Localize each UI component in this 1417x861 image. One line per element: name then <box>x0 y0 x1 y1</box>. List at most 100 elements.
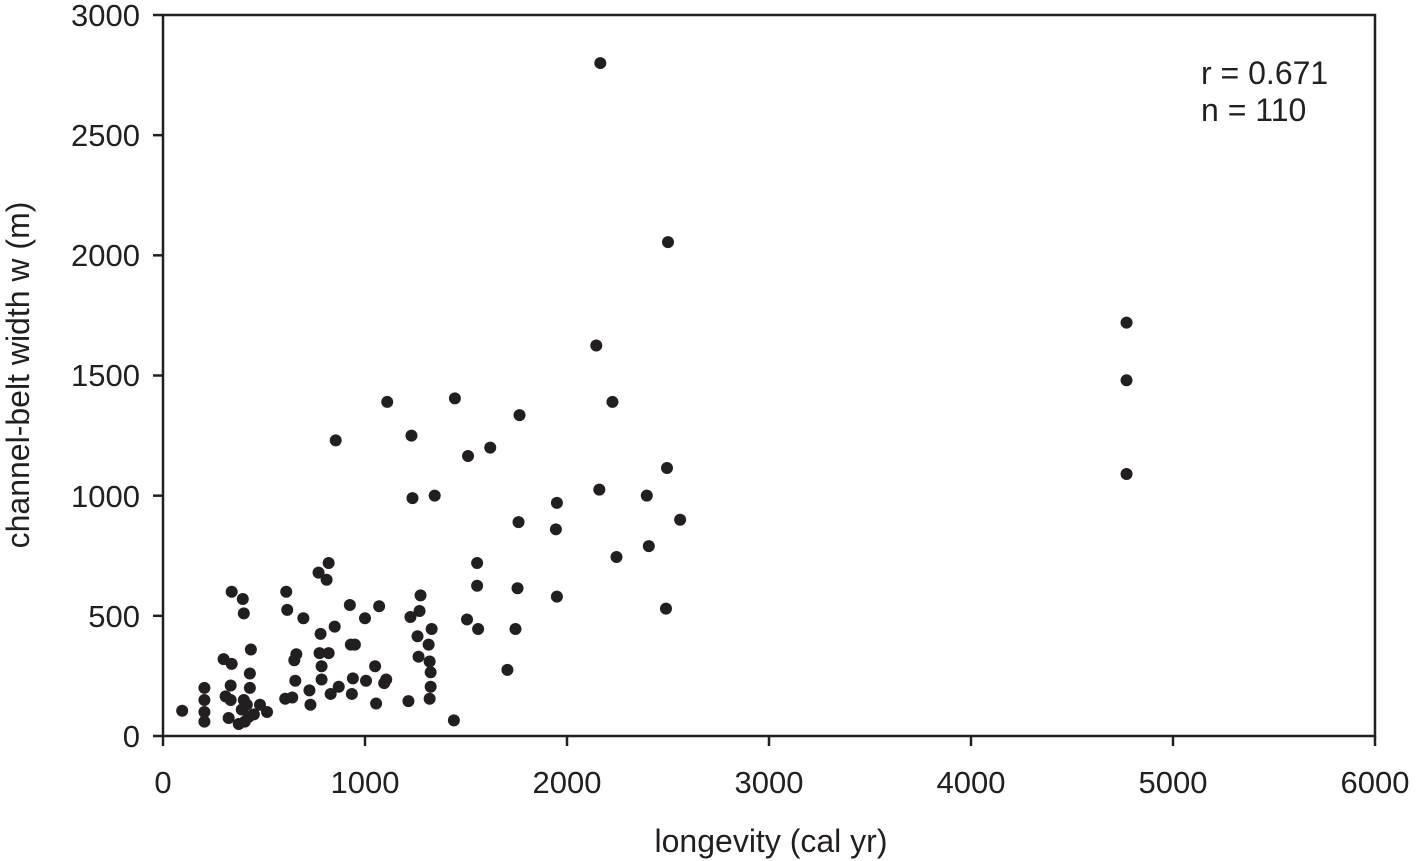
data-point <box>448 392 461 405</box>
x-tick-label: 0 <box>154 765 171 800</box>
data-point <box>414 589 427 602</box>
data-point <box>324 687 337 700</box>
x-tick-label: 4000 <box>937 765 1006 800</box>
data-point <box>594 57 607 70</box>
data-point <box>424 680 437 693</box>
x-tick-label: 6000 <box>1341 765 1410 800</box>
data-point <box>225 585 238 598</box>
x-tick-label: 5000 <box>1139 765 1208 800</box>
sample-size-annotation: n = 110 <box>1201 92 1306 128</box>
data-point <box>315 673 328 686</box>
data-point <box>224 693 237 706</box>
data-point <box>315 660 328 673</box>
data-point <box>359 612 371 625</box>
data-point <box>198 693 211 706</box>
data-point <box>286 691 299 704</box>
x-axis: 0 1000 2000 3000 4000 5000 6000 <box>154 765 1409 800</box>
data-point <box>380 673 393 686</box>
y-tick-label: 0 <box>123 719 140 754</box>
y-axis: 0 500 1000 1500 2000 2500 3000 <box>71 0 140 754</box>
x-tick-label: 3000 <box>735 765 804 800</box>
data-point <box>222 711 235 724</box>
data-point <box>281 603 294 616</box>
data-point <box>659 602 672 615</box>
data-point <box>346 672 359 685</box>
data-point <box>461 613 474 626</box>
data-point <box>360 674 373 687</box>
data-point <box>412 650 425 663</box>
data-point <box>370 697 383 710</box>
data-point <box>280 585 293 598</box>
data-point <box>549 523 562 536</box>
data-point <box>237 607 250 620</box>
data-point <box>290 648 303 661</box>
data-point <box>304 698 317 711</box>
data-point <box>1120 316 1133 329</box>
data-point <box>462 450 475 463</box>
data-point <box>512 516 525 529</box>
data-point <box>243 667 256 680</box>
y-tick-label: 2500 <box>71 118 140 153</box>
data-point <box>550 590 563 603</box>
data-point <box>424 666 437 679</box>
data-point <box>610 550 623 563</box>
data-point <box>606 395 619 408</box>
data-point <box>550 496 563 509</box>
data-point <box>423 692 436 705</box>
data-point <box>343 599 356 612</box>
data-points <box>176 57 1133 730</box>
data-point <box>509 623 522 636</box>
data-point <box>402 695 415 708</box>
data-point <box>642 540 655 553</box>
data-point <box>501 663 514 676</box>
data-point <box>447 714 460 727</box>
data-point <box>314 627 327 640</box>
y-tick-label: 3000 <box>71 0 140 33</box>
data-point <box>261 705 274 718</box>
data-point <box>243 681 256 694</box>
data-point <box>345 687 358 700</box>
data-point <box>1120 468 1133 481</box>
x-axis-title: longevity (cal yr) <box>655 823 888 859</box>
y-tick-label: 2000 <box>71 238 140 273</box>
data-point <box>176 704 189 717</box>
x-tick-label: 1000 <box>331 765 400 800</box>
data-point <box>472 623 485 636</box>
data-point <box>513 409 526 422</box>
data-point <box>198 705 211 718</box>
data-point <box>660 462 673 475</box>
data-point <box>590 339 603 352</box>
data-point <box>428 489 441 502</box>
data-point <box>406 492 419 505</box>
data-point <box>247 708 260 721</box>
data-point <box>411 630 424 643</box>
data-point <box>313 647 326 660</box>
data-point <box>405 429 418 442</box>
data-point <box>422 638 435 651</box>
data-point <box>662 236 674 249</box>
data-point <box>413 605 426 618</box>
data-point <box>640 489 653 502</box>
data-point <box>471 579 484 592</box>
data-point <box>404 611 417 624</box>
data-point <box>320 573 333 586</box>
data-point <box>511 582 524 595</box>
data-point <box>484 441 497 454</box>
data-point <box>329 434 342 447</box>
data-point <box>328 620 341 633</box>
data-point <box>471 556 484 569</box>
data-point <box>423 655 436 668</box>
data-point <box>244 643 257 656</box>
data-point <box>236 593 249 606</box>
x-tick-label: 2000 <box>533 765 602 800</box>
data-point <box>322 556 335 569</box>
y-tick-label: 1000 <box>71 479 140 514</box>
data-point <box>224 679 237 692</box>
data-point <box>198 715 211 728</box>
y-tick-label: 1500 <box>71 358 140 393</box>
data-point <box>312 566 325 579</box>
data-point <box>674 513 687 526</box>
data-point <box>593 483 606 496</box>
data-point <box>225 657 238 670</box>
